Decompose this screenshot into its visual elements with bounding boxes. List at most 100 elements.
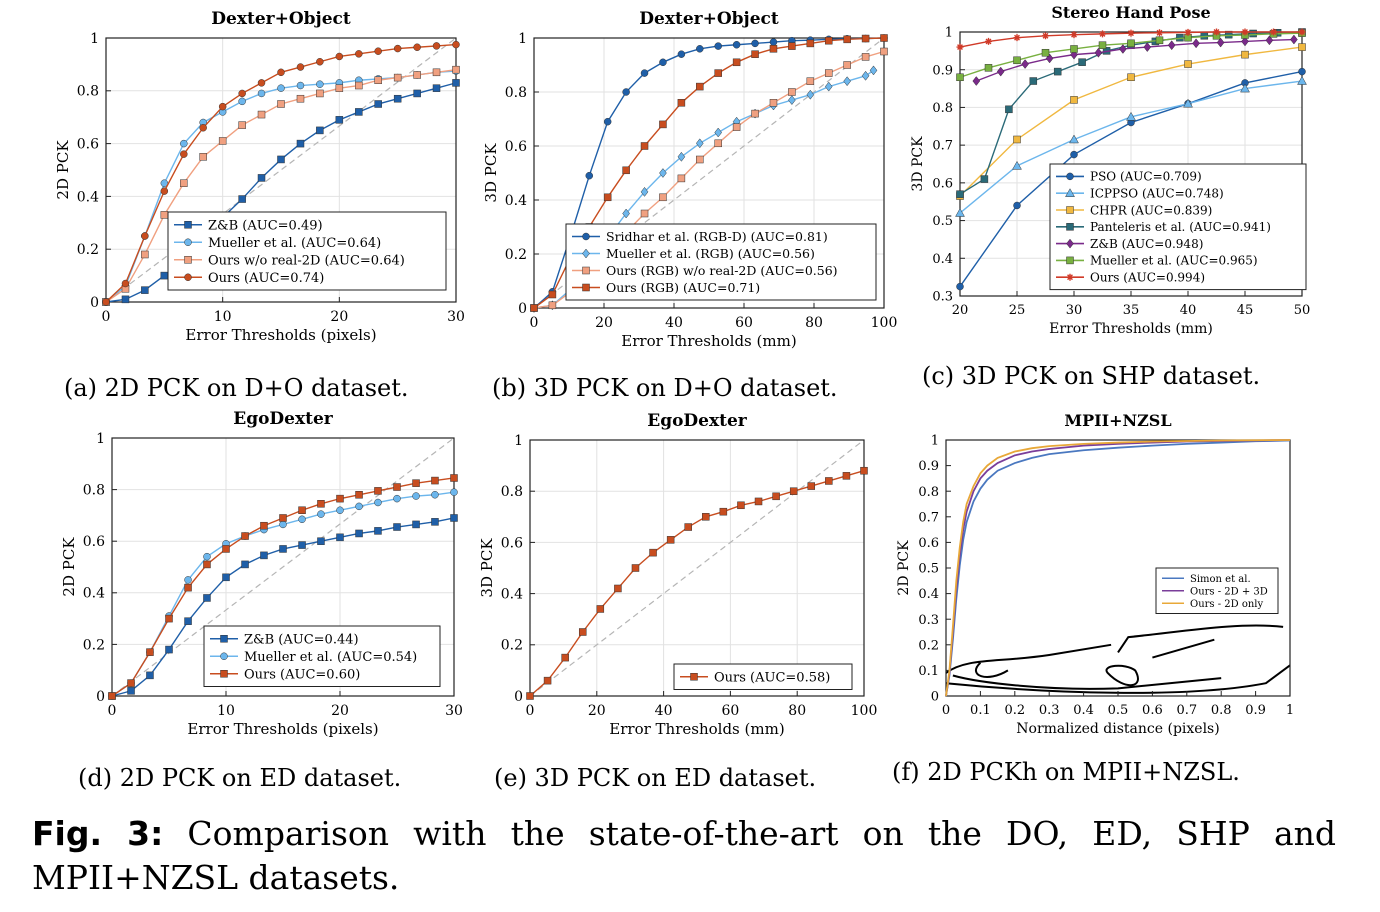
- data-point: [431, 476, 439, 485]
- y-tick-label: 0.2: [505, 247, 527, 263]
- data-point: [696, 155, 704, 164]
- x-axis-label: Error Thresholds (mm): [609, 720, 784, 738]
- data-point: [956, 282, 964, 291]
- legend-entry: Mueller et al. (AUC=0.54): [244, 650, 417, 665]
- data-point: [141, 250, 149, 259]
- data-point: [127, 679, 135, 687]
- axes-box: [529, 439, 865, 697]
- data-point: [603, 193, 612, 202]
- data-point: [1184, 60, 1192, 68]
- data-point: [1192, 38, 1200, 49]
- chart-title: Dexter+Object: [639, 9, 779, 29]
- series-0: [945, 439, 1291, 697]
- data-point: [1070, 45, 1078, 53]
- data-point: [1213, 28, 1220, 36]
- x-tick-label: 50: [1294, 303, 1311, 318]
- y-tick-label: 1: [96, 431, 105, 447]
- series-2: [945, 439, 1291, 697]
- data-point: [1094, 47, 1103, 58]
- data-point: [1240, 83, 1250, 93]
- data-point: [843, 76, 851, 87]
- data-point: [1298, 43, 1306, 51]
- x-tick-label: 20: [595, 315, 613, 331]
- data-point: [238, 121, 246, 129]
- data-point: [677, 99, 686, 107]
- data-point: [165, 645, 173, 654]
- data-point: [413, 89, 421, 98]
- data-point: [238, 195, 246, 203]
- data-point: [659, 58, 667, 67]
- data-point: [316, 58, 324, 66]
- legend-entry: Z&B (AUC=0.49): [208, 218, 323, 233]
- data-point: [1053, 67, 1062, 76]
- data-point: [869, 65, 878, 76]
- data-point: [296, 81, 305, 90]
- x-tick-label: 25: [1009, 303, 1026, 318]
- y-tick-label: 0.9: [932, 63, 953, 78]
- series-line: [976, 38, 1294, 82]
- data-point: [257, 110, 266, 119]
- legend-entry: Z&B (AUC=0.948): [1090, 237, 1203, 251]
- y-tick-label: 0.2: [501, 638, 523, 654]
- legend-box: [565, 223, 877, 301]
- data-point: [1224, 30, 1233, 39]
- data-point: [1069, 134, 1079, 144]
- data-point: [578, 628, 587, 636]
- x-axis-label: Error Thresholds (pixels): [185, 326, 376, 344]
- x-tick-label: 0: [530, 315, 539, 331]
- legend: PSO (AUC=0.709) ICPPSO (AUC=0.748) CHPR (A…: [1049, 163, 1307, 291]
- data-point: [788, 42, 796, 50]
- y-tick-label: 0.8: [932, 101, 953, 116]
- data-point: [452, 40, 460, 49]
- data-point: [393, 73, 402, 82]
- data-point: [640, 142, 649, 150]
- y-tick-label: 0.6: [83, 534, 105, 550]
- data-point: [431, 491, 439, 499]
- data-point: [769, 45, 778, 53]
- data-point: [180, 179, 188, 187]
- data-point: [956, 190, 964, 198]
- y-tick-label: 0.9: [918, 459, 939, 474]
- data-point: [714, 69, 722, 77]
- data-point: [788, 88, 796, 96]
- data-point: [1183, 98, 1193, 108]
- data-point: [614, 584, 622, 593]
- diagonal-reference-line: [105, 37, 457, 303]
- x-tick-label: 20: [588, 703, 606, 719]
- data-point: [432, 84, 441, 92]
- chart-title: EgoDexter: [647, 411, 748, 431]
- data-point: [1241, 28, 1249, 36]
- figure-label: Fig. 3:: [32, 814, 164, 853]
- x-tick-label: 45: [1237, 303, 1254, 318]
- data-point: [450, 474, 458, 482]
- legend-marker: [220, 635, 228, 643]
- data-point: [374, 527, 382, 535]
- data-point: [296, 139, 305, 148]
- legend-entry: Z&B (AUC=0.44): [244, 632, 359, 647]
- y-tick-label: 0.6: [932, 176, 953, 191]
- legend-marker: [184, 273, 192, 281]
- legend-entry: Ours - 2D only: [1190, 599, 1264, 610]
- y-tick-label: 0.4: [918, 587, 939, 602]
- data-point: [640, 69, 649, 77]
- data-point: [298, 515, 306, 524]
- legend: Sridhar et al. (RGB-D) (AUC=0.81) Mueller…: [565, 223, 877, 301]
- data-point: [180, 139, 188, 148]
- legend-entry: PSO (AUC=0.709): [1090, 170, 1202, 184]
- legend-entry: Ours (AUC=0.58): [714, 670, 830, 685]
- x-tick-label: 30: [447, 309, 465, 325]
- data-point: [1155, 36, 1164, 45]
- data-point: [1070, 31, 1078, 39]
- chart-title: Dexter+Object: [211, 9, 351, 29]
- series-3: [102, 40, 460, 306]
- data-point: [561, 653, 569, 662]
- data-point: [751, 39, 759, 48]
- legend: Z&B (AUC=0.44) Mueller et al. (AUC=0.54) O…: [203, 625, 441, 687]
- data-point: [732, 41, 741, 49]
- data-point: [222, 545, 230, 553]
- legend-entry: Sridhar et al. (RGB-D) (AUC=0.81): [606, 229, 828, 244]
- y-tick-label: 0.6: [77, 137, 99, 153]
- x-axis-label: Error Thresholds (mm): [1049, 321, 1213, 337]
- data-point: [861, 70, 870, 81]
- data-point: [677, 50, 686, 58]
